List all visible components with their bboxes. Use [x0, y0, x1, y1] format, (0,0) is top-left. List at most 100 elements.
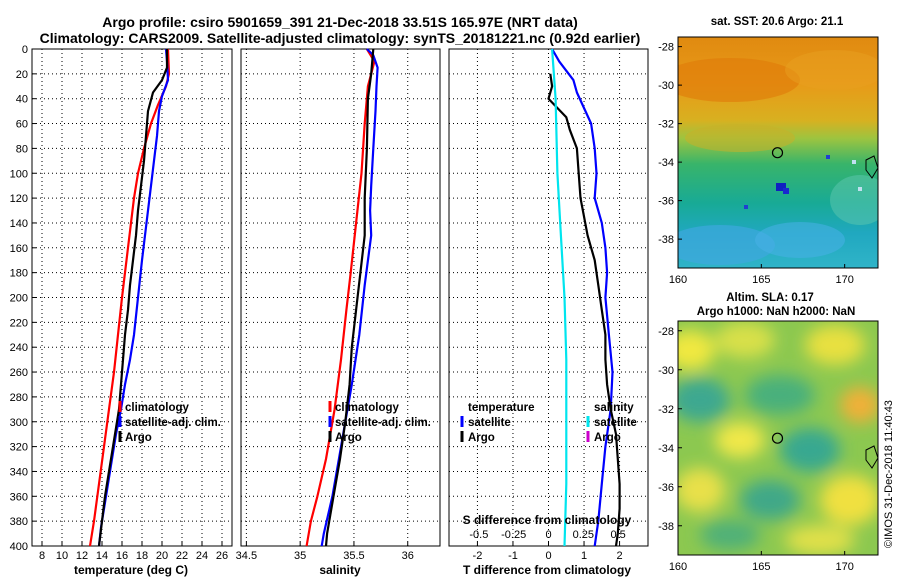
- map-lat-tick-label: -30: [658, 365, 674, 377]
- y-tick-label: 280: [10, 392, 28, 404]
- argo-location-marker: [771, 432, 784, 444]
- sla-field: [678, 321, 878, 555]
- coastline-icon: [865, 155, 879, 179]
- s-tick-label: 0: [545, 529, 551, 541]
- legend-label-climatology: climatology: [125, 402, 190, 414]
- y-tick-label: 0: [22, 44, 28, 56]
- coastline-icon: [865, 445, 879, 469]
- sst-map-frame: [677, 36, 879, 269]
- x-tick-label: 2: [617, 550, 623, 562]
- y-tick-label: 260: [10, 367, 28, 379]
- x-tick-label: 16: [116, 550, 128, 562]
- map-lon-tick-label: 170: [835, 274, 853, 286]
- credit-text: ©IMOS 31-Dec-2018 11:40:43: [883, 400, 895, 548]
- y-tick-label: 100: [10, 168, 28, 180]
- x-tick-label: 36: [402, 550, 414, 562]
- map-lon-tick-label: 165: [752, 274, 770, 286]
- y-tick-label: 80: [16, 143, 28, 155]
- salinity-legend: climatology satellite-adj. clim. Argo: [328, 401, 431, 444]
- legend-heading-temperature: temperature: [468, 402, 534, 414]
- map-lat-tick-label: -30: [658, 80, 674, 92]
- x-tick-label: 24: [196, 550, 208, 562]
- x-tick-label: 35.5: [343, 550, 364, 562]
- series-line-t-satellite: [551, 48, 614, 547]
- x-tick-label: 12: [76, 550, 88, 562]
- legend-heading-salinity: salinity: [594, 402, 634, 414]
- s-tick-label: 0.25: [573, 529, 594, 541]
- y-tick-label: 200: [10, 293, 28, 305]
- difference-legend: temperature satellite Argo salinity sate…: [460, 402, 637, 444]
- y-tick-label: 60: [16, 119, 28, 131]
- map-lat-tick-label: -28: [658, 42, 674, 54]
- map-lat-tick-label: -38: [658, 521, 674, 533]
- s-tick-label: -0.5: [469, 529, 488, 541]
- map-lon-tick-label: 170: [835, 561, 853, 573]
- map-lat-tick-label: -32: [658, 404, 674, 416]
- x-tick-label: 35: [294, 550, 306, 562]
- x-tick-label: -1: [508, 550, 518, 562]
- map-lat-tick-label: -38: [658, 234, 674, 246]
- legend-label-argo: Argo: [335, 432, 362, 444]
- map-lat-tick-label: -34: [658, 157, 674, 169]
- series-line-argo: [97, 49, 169, 547]
- y-tick-label: 360: [10, 491, 28, 503]
- legend-label-s-satellite: satellite: [594, 417, 637, 429]
- y-tick-label: 340: [10, 466, 28, 478]
- series-line-argo: [324, 48, 375, 547]
- argo-location-marker: [771, 147, 784, 159]
- y-tick-label: 320: [10, 442, 28, 454]
- sla-map-frame: [677, 320, 879, 556]
- s-tick-label: -0.25: [501, 529, 526, 541]
- series-line-s-satellite: [551, 48, 568, 547]
- sst-map-title: sat. SST: 20.6 Argo: 21.1: [711, 16, 844, 28]
- map-lon-tick-label: 160: [669, 274, 687, 286]
- sla-map: Altim. SLA: 0.17 Argo h1000: NaN h2000: …: [658, 292, 879, 573]
- temperature-panel: 0 20 40 60 80 100 120 140 160 180 200 220 240 260 280 3…: [10, 44, 233, 577]
- series-line-t-argo: [547, 73, 621, 547]
- legend-label-argo: Argo: [125, 432, 152, 444]
- difference-panel: -2 -1 0 1 2 -0.5 -0.25 0 0.25 0.5 S difference f…: [448, 48, 649, 577]
- main-title-line2: Climatology: CARS2009. Satellite-adjuste…: [40, 30, 641, 46]
- y-tick-label: 40: [16, 94, 28, 106]
- map-lat-tick-label: -32: [658, 119, 674, 131]
- x-tick-label: 26: [216, 550, 228, 562]
- map-lon-tick-label: 160: [669, 561, 687, 573]
- legend-label-t-argo: Argo: [468, 432, 495, 444]
- legend-label-climatology: climatology: [335, 402, 400, 414]
- x-tick-label: -2: [473, 550, 483, 562]
- y-tick-label: 400: [10, 541, 28, 553]
- sst-map: sat. SST: 20.6 Argo: 21.1 160 165 170 -28 -…: [658, 16, 879, 286]
- x-tick-label: 20: [156, 550, 168, 562]
- legend-label-t-satellite: satellite: [468, 417, 511, 429]
- x-tick-label: 18: [136, 550, 148, 562]
- t-difference-xlabel: T difference from climatology: [463, 563, 631, 577]
- sst-field: [678, 37, 878, 268]
- s-difference-label: S difference from climatology: [463, 513, 632, 527]
- legend-label-satellite: satellite-adj. clim.: [335, 417, 431, 429]
- map-lat-tick-label: -34: [658, 443, 674, 455]
- y-tick-label: 180: [10, 268, 28, 280]
- y-tick-label: 240: [10, 342, 28, 354]
- y-tick-label: 300: [10, 417, 28, 429]
- salinity-xlabel: salinity: [319, 563, 361, 577]
- salinity-axes-frame: [240, 48, 441, 547]
- x-tick-label: 1: [581, 550, 587, 562]
- x-tick-label: 0: [545, 550, 551, 562]
- legend-label-s-argo: Argo: [594, 432, 621, 444]
- salinity-panel: 34.5 35 35.5 36 salinity climatology satell…: [236, 48, 441, 577]
- series-line-climatology: [88, 48, 171, 547]
- main-title-line1: Argo profile: csiro 5901659_391 21-Dec-2…: [102, 14, 577, 30]
- map-lat-tick-label: -36: [658, 482, 674, 494]
- sla-map-title-line1: Altim. SLA: 0.17: [726, 292, 814, 304]
- sla-map-title-line2: Argo h1000: NaN h2000: NaN: [697, 306, 856, 318]
- x-tick-label: 8: [39, 550, 45, 562]
- x-tick-label: 34.5: [236, 550, 257, 562]
- legend-label-satellite: satellite-adj. clim.: [125, 417, 221, 429]
- y-tick-label: 120: [10, 193, 28, 205]
- y-tick-label: 220: [10, 317, 28, 329]
- x-tick-label: 14: [96, 550, 108, 562]
- y-tick-label: 20: [16, 69, 28, 81]
- map-lon-tick-label: 165: [752, 561, 770, 573]
- y-tick-label: 160: [10, 243, 28, 255]
